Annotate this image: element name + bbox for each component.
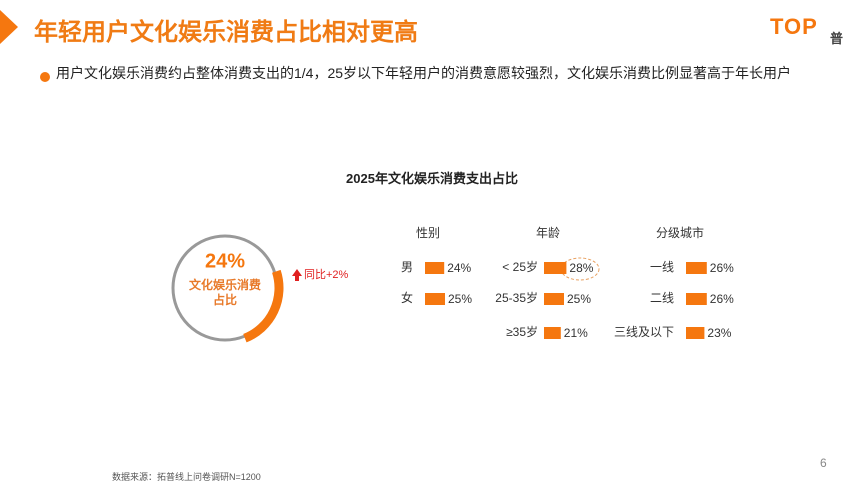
category-label: 三线及以下 [614, 325, 674, 339]
value-label: 25% [567, 292, 591, 306]
logo: TOP [770, 14, 818, 39]
bar [425, 262, 445, 274]
value-label: 26% [710, 261, 734, 275]
category-label: < 25岁 [502, 259, 538, 274]
value-label: 26% [710, 292, 734, 306]
value-label: 21% [564, 326, 588, 340]
bar-chart-title: 性别 [416, 226, 440, 240]
category-label: 25-35岁 [495, 290, 538, 305]
value-label: 23% [707, 326, 731, 340]
title-marker [0, 10, 18, 44]
slide-title: 年轻用户文化娱乐消费占比相对更高 [34, 19, 418, 46]
bar [544, 262, 567, 274]
bar [686, 262, 707, 274]
value-label: 25% [448, 292, 472, 306]
category-label: 一线 [650, 260, 674, 274]
figure-title: 2025年文化娱乐消费支出占比 [346, 171, 518, 186]
logo-sub: 普 [830, 31, 844, 46]
value-label: 28% [569, 261, 593, 275]
donut-center-label: 文化娱乐消费占比 [188, 278, 261, 307]
value-label: 24% [447, 261, 471, 275]
donut-arc [243, 269, 284, 343]
donut-value: 24% [205, 250, 245, 272]
bar [686, 327, 705, 339]
bullet-text: 用户文化娱乐消费约占整体消费支出的1/4，25岁以下年轻用户的消费意愿较强烈，文… [56, 65, 792, 81]
page-number: 6 [820, 456, 827, 470]
category-label: ≥35岁 [506, 324, 538, 339]
bar [544, 293, 564, 305]
bar-chart-title: 分级城市 [656, 225, 704, 240]
source: 数据来源：拓普线上问卷调研N=1200 [112, 472, 261, 482]
annotation: 同比+2% [304, 268, 349, 281]
bar [686, 293, 707, 305]
bar [425, 293, 445, 305]
category-label: 女 [401, 290, 413, 305]
category-label: 男 [401, 260, 413, 274]
category-label: 二线 [650, 291, 674, 305]
up-arrow [292, 269, 302, 281]
bar-chart-title: 年龄 [536, 226, 560, 240]
bar [544, 327, 561, 339]
bullet-dot [40, 72, 50, 82]
